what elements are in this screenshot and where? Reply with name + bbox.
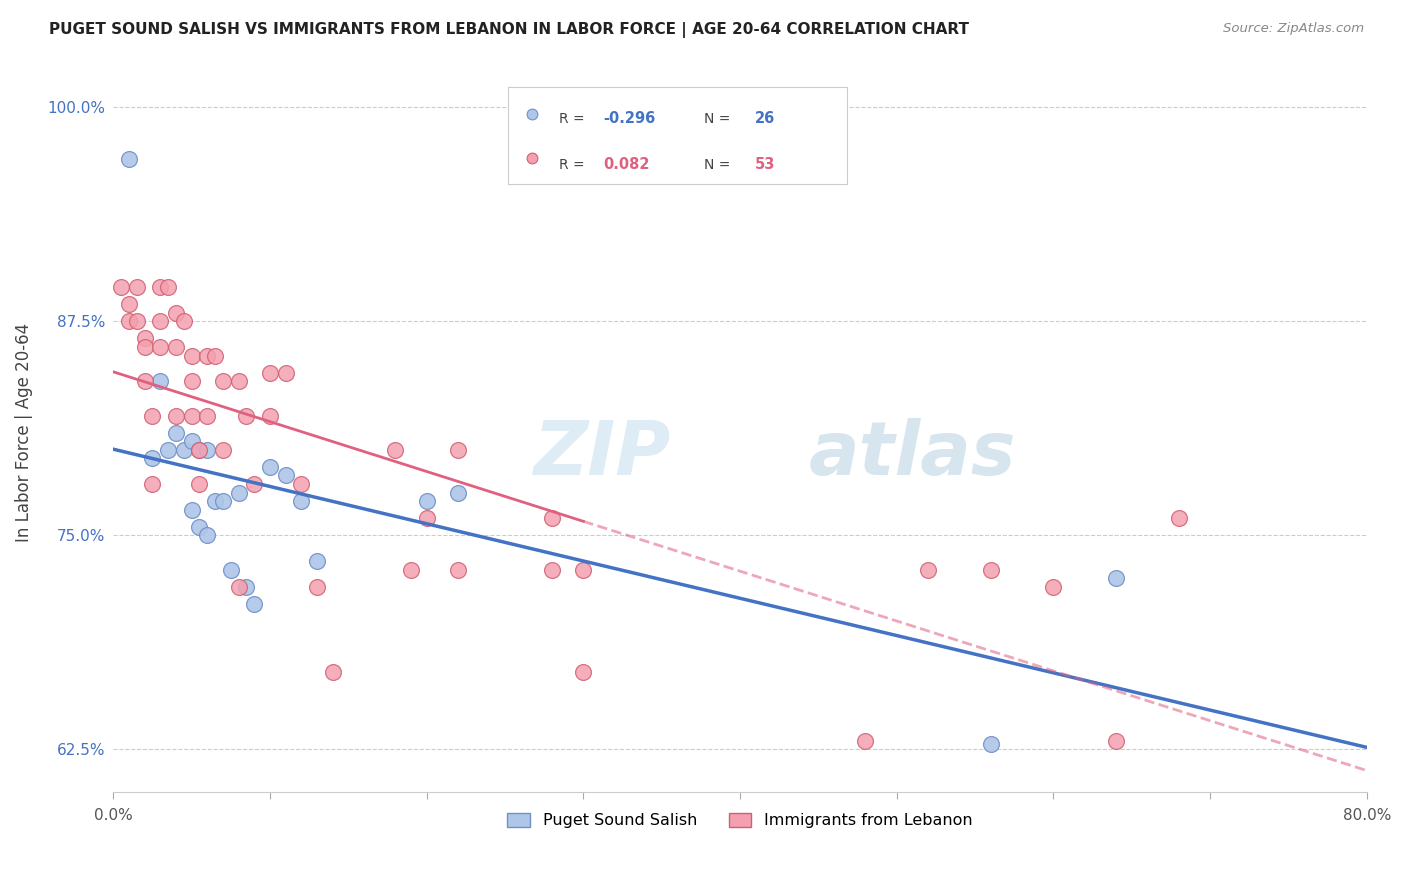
Point — [447, 485, 470, 500]
Point — [195, 442, 218, 457]
Point — [572, 665, 595, 680]
Point — [134, 331, 156, 345]
Point — [180, 409, 202, 423]
Point — [1167, 511, 1189, 525]
Point — [118, 314, 141, 328]
Point — [228, 374, 250, 388]
Point — [204, 494, 226, 508]
Point — [180, 502, 202, 516]
Point — [541, 563, 564, 577]
Point — [180, 434, 202, 449]
Point — [259, 366, 281, 380]
Point — [110, 280, 132, 294]
Point — [165, 306, 187, 320]
Point — [188, 520, 211, 534]
Point — [228, 580, 250, 594]
Point — [118, 152, 141, 166]
Point — [1042, 580, 1064, 594]
Point — [447, 442, 470, 457]
Point — [415, 494, 437, 508]
Point — [322, 665, 344, 680]
Point — [1105, 734, 1128, 748]
Point — [173, 442, 195, 457]
Point — [134, 340, 156, 354]
Point — [235, 580, 257, 594]
Point — [243, 597, 266, 611]
Point — [141, 477, 163, 491]
Point — [141, 409, 163, 423]
Point — [180, 349, 202, 363]
Point — [259, 459, 281, 474]
Point — [290, 494, 312, 508]
Legend: Puget Sound Salish, Immigrants from Lebanon: Puget Sound Salish, Immigrants from Leba… — [501, 806, 979, 835]
Point — [195, 409, 218, 423]
Point — [235, 409, 257, 423]
Text: ZIP: ZIP — [534, 417, 671, 491]
Point — [384, 442, 406, 457]
Text: PUGET SOUND SALISH VS IMMIGRANTS FROM LEBANON IN LABOR FORCE | AGE 20-64 CORRELA: PUGET SOUND SALISH VS IMMIGRANTS FROM LE… — [49, 22, 969, 38]
Point — [274, 366, 297, 380]
Point — [180, 374, 202, 388]
Point — [157, 442, 180, 457]
Point — [165, 425, 187, 440]
Point — [165, 340, 187, 354]
Point — [149, 340, 172, 354]
Point — [134, 374, 156, 388]
Point — [980, 737, 1002, 751]
Point — [204, 349, 226, 363]
Point — [141, 451, 163, 466]
Point — [125, 314, 148, 328]
Point — [243, 477, 266, 491]
Point — [195, 528, 218, 542]
Point — [173, 314, 195, 328]
Point — [212, 494, 235, 508]
Point — [980, 563, 1002, 577]
Point — [125, 280, 148, 294]
Point — [212, 442, 235, 457]
Point — [399, 563, 422, 577]
Point — [212, 374, 235, 388]
Point — [149, 314, 172, 328]
Y-axis label: In Labor Force | Age 20-64: In Labor Force | Age 20-64 — [15, 323, 32, 542]
Point — [1105, 571, 1128, 585]
Point — [228, 485, 250, 500]
Text: Source: ZipAtlas.com: Source: ZipAtlas.com — [1223, 22, 1364, 36]
Text: atlas: atlas — [808, 417, 1017, 491]
Point — [149, 280, 172, 294]
Point — [541, 511, 564, 525]
Point — [572, 563, 595, 577]
Point — [274, 468, 297, 483]
Point — [415, 511, 437, 525]
Point — [917, 563, 939, 577]
Point — [157, 280, 180, 294]
Point — [165, 409, 187, 423]
Point — [853, 734, 876, 748]
Point — [447, 563, 470, 577]
Point — [219, 563, 242, 577]
Point — [118, 297, 141, 311]
Point — [259, 409, 281, 423]
Point — [149, 374, 172, 388]
Point — [188, 442, 211, 457]
Point — [290, 477, 312, 491]
Point — [305, 554, 328, 568]
Point — [305, 580, 328, 594]
Point — [188, 442, 211, 457]
Point — [195, 349, 218, 363]
Point — [188, 477, 211, 491]
